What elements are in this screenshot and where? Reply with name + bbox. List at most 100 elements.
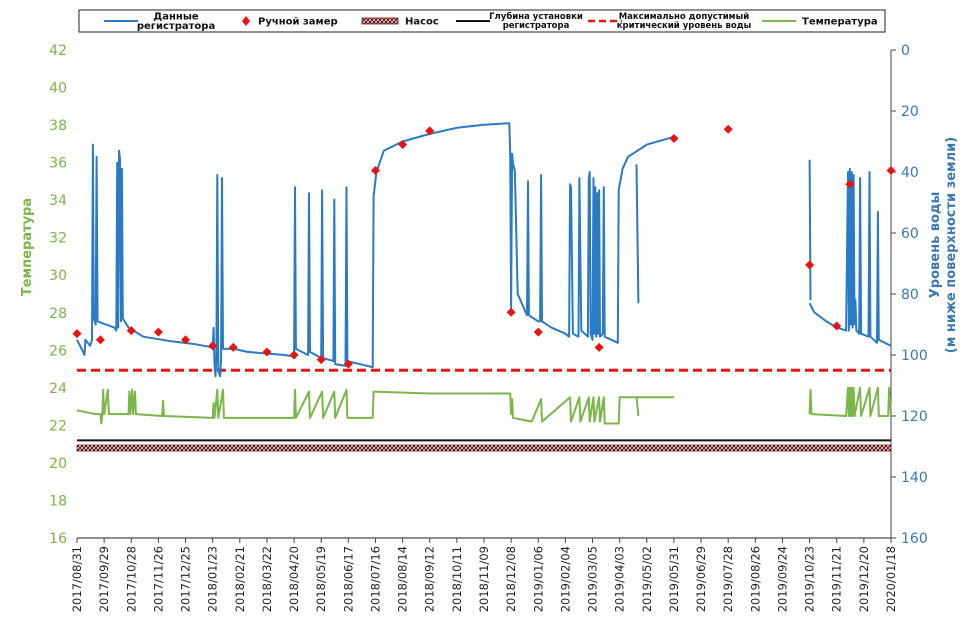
- legend-manual-label: Ручной замер: [258, 17, 338, 28]
- series-0-segment-1: [635, 164, 640, 304]
- right-axis-label-line2: (м ниже поверхности земли): [944, 137, 959, 353]
- x-tick-label: 2019/04/03: [613, 546, 627, 612]
- x-tick-label: 2017/10/28: [124, 546, 138, 612]
- legend-depth-line2: регистратора: [503, 21, 570, 31]
- left-tick-label: 34: [49, 193, 67, 209]
- x-tick-label: 2018/12/08: [504, 546, 518, 612]
- legend: Данные регистратора Ручной замер Насос Г…: [78, 9, 886, 33]
- series-2-segment-2: [808, 386, 892, 417]
- series-0-segment-3: [808, 159, 812, 301]
- legend-depth-line1: Глубина установки: [489, 11, 583, 22]
- manual-measurement-point: [723, 124, 733, 134]
- left-tick-label: 20: [49, 456, 67, 472]
- series-layer: [76, 122, 892, 425]
- x-tick-label: 2019/05/31: [667, 546, 681, 612]
- x-tick-label: 2018/11/09: [477, 546, 491, 612]
- left-tick-label: 38: [49, 118, 67, 134]
- x-tick-label: 2018/03/22: [260, 546, 274, 612]
- legend-pump-label: Насос: [405, 17, 439, 28]
- manual-measurement-point: [126, 326, 136, 336]
- x-tick-label: 2018/09/12: [423, 546, 437, 612]
- x-tick-label: 2019/09/24: [775, 546, 789, 612]
- legend-logger-line2: регистратора: [137, 21, 215, 32]
- x-tick-label: 2017/08/31: [70, 546, 84, 612]
- manual-measurement-point: [805, 260, 815, 270]
- x-tick-label: 2018/01/23: [206, 546, 220, 612]
- right-axis-label-line1: Уровень воды: [928, 192, 943, 298]
- manual-measurement-point: [370, 165, 380, 175]
- right-axis-ticks: 0 20 40 60 80 100 120 140 160: [891, 43, 928, 547]
- manual-measurement-point: [594, 342, 604, 352]
- manual-measurement-point: [886, 165, 896, 175]
- right-tick-label: 40: [901, 165, 919, 181]
- legend-item-critical: Максимально допустимый критический урове…: [588, 12, 751, 31]
- series-2-segment-0: [76, 388, 674, 425]
- series-0-segment-0: [76, 122, 675, 378]
- legend-item-temperature: Температура: [762, 17, 878, 28]
- left-tick-label: 24: [49, 381, 67, 397]
- manual-measurement-point: [208, 341, 218, 351]
- legend-item-pump: Насос: [361, 17, 439, 28]
- right-tick-label: 80: [901, 287, 919, 303]
- left-tick-label: 26: [49, 343, 67, 359]
- manual-measurement-point: [153, 327, 163, 337]
- x-axis-ticks: 2017/08/31 2017/09/29 2017/10/28 2017/11/26…: [70, 538, 898, 612]
- x-tick-label: 2019/05/02: [640, 546, 654, 612]
- right-tick-label: 0: [901, 43, 910, 59]
- x-tick-label: 2019/01/06: [531, 546, 545, 612]
- x-tick-label: 2017/12/25: [179, 546, 193, 612]
- right-tick-label: 140: [901, 470, 928, 486]
- legend-item-logger: Данные регистратора: [104, 12, 215, 32]
- right-tick-label: 100: [901, 348, 928, 364]
- manual-measurement-point: [506, 307, 516, 317]
- right-tick-label: 20: [901, 104, 919, 120]
- left-tick-label: 36: [49, 156, 67, 172]
- legend-temperature-label: Температура: [802, 17, 878, 28]
- x-tick-label: 2019/11/21: [830, 546, 844, 612]
- x-tick-label: 2019/03/05: [586, 546, 600, 612]
- reference-lines: [76, 368, 892, 452]
- series-0-segment-2: [808, 167, 892, 347]
- x-tick-label: 2018/07/16: [368, 546, 382, 612]
- manual-measurement-point: [95, 335, 105, 345]
- x-tick-label: 2019/07/28: [721, 546, 735, 612]
- left-tick-label: 40: [49, 81, 67, 97]
- manual-measurement-point: [262, 347, 272, 357]
- x-tick-label: 2018/05/19: [314, 546, 328, 612]
- diamond-icon: [242, 16, 250, 26]
- x-tick-label: 2019/10/23: [803, 546, 817, 612]
- x-tick-label: 2020/01/18: [884, 546, 898, 612]
- x-tick-label: 2017/11/26: [151, 546, 165, 612]
- x-tick-label: 2017/09/29: [97, 546, 111, 612]
- manual-measurement-point: [832, 321, 842, 331]
- legend-item-depth: Глубина установки регистратора: [456, 11, 583, 31]
- right-tick-label: 120: [901, 409, 928, 425]
- x-tick-label: 2019/06/29: [694, 546, 708, 612]
- legend-logger-line1: Данные: [153, 12, 199, 23]
- x-tick-label: 2019/08/26: [748, 546, 762, 612]
- manual-measurement-point: [398, 140, 408, 150]
- x-tick-label: 2019/12/20: [857, 546, 871, 612]
- left-axis-ticks: 42 40 38 36 34 32 30 28 26 24 22 20 18 16: [49, 43, 67, 547]
- manual-measurement-point: [228, 342, 238, 352]
- left-tick-label: 18: [49, 493, 67, 509]
- manual-measurement-point: [343, 359, 353, 369]
- manual-measurement-point: [425, 126, 435, 136]
- x-tick-label: 2018/10/11: [450, 546, 464, 612]
- right-tick-label: 160: [901, 531, 928, 547]
- pump-line: [76, 444, 892, 452]
- manual-measurement-point: [289, 350, 299, 360]
- x-tick-label: 2019/02/04: [558, 546, 572, 612]
- left-tick-label: 30: [49, 268, 67, 284]
- legend-critical-line2: критический уровень воды: [617, 21, 752, 31]
- x-tick-label: 2018/04/20: [287, 546, 301, 612]
- left-tick-label: 16: [49, 531, 67, 547]
- manual-measurement-point: [669, 133, 679, 143]
- manual-measurement-point: [72, 329, 82, 339]
- manual-measurements: [72, 124, 896, 369]
- x-tick-label: 2018/08/14: [396, 546, 410, 612]
- x-tick-label: 2018/06/17: [341, 546, 355, 612]
- x-tick-label: 2018/02/21: [233, 546, 247, 612]
- manual-measurement-point: [181, 335, 191, 345]
